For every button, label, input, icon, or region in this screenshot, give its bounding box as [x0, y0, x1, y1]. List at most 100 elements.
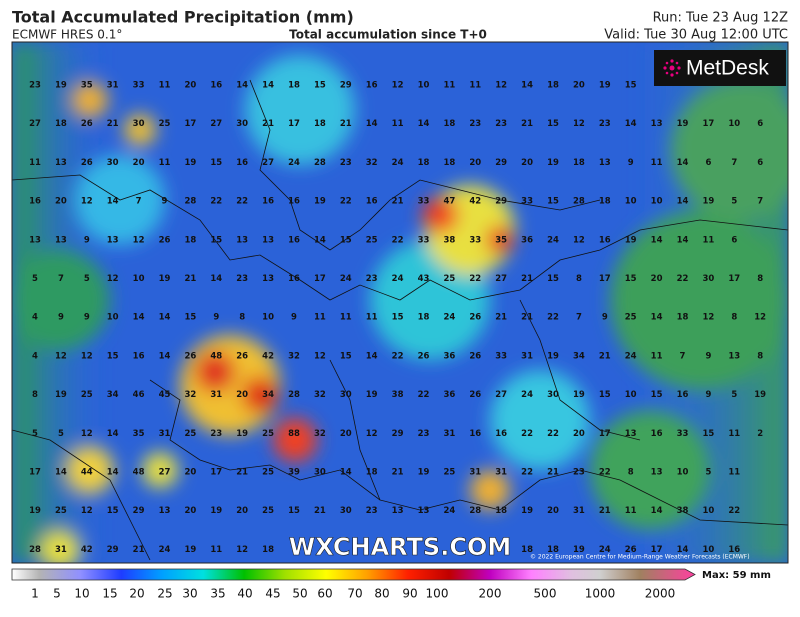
- grid-value: 26: [236, 351, 248, 361]
- grid-value: 11: [625, 506, 637, 516]
- grid-value: 6: [757, 119, 763, 129]
- grid-value: 42: [81, 545, 93, 555]
- grid-value: 48: [133, 468, 145, 478]
- grid-value: 18: [495, 506, 507, 516]
- grid-value: 24: [521, 390, 533, 400]
- grid-value: 11: [443, 81, 455, 91]
- grid-value: 23: [366, 274, 378, 284]
- grid-value: 23: [495, 119, 507, 129]
- grid-value: 12: [573, 119, 585, 129]
- logo: MetDesk: [686, 57, 769, 80]
- grid-value: 11: [651, 351, 663, 361]
- grid-value: 35: [495, 235, 507, 245]
- grid-value: 12: [81, 351, 93, 361]
- grid-value: 32: [314, 390, 326, 400]
- grid-value: 16: [236, 158, 248, 168]
- grid-value: 33: [469, 235, 481, 245]
- grid-value: 22: [392, 235, 404, 245]
- grid-value: 8: [628, 468, 634, 478]
- grid-value: 15: [340, 235, 352, 245]
- grid-value: 22: [340, 197, 352, 207]
- grid-value: 22: [547, 313, 559, 323]
- grid-value: 20: [573, 429, 585, 439]
- grid-value: 14: [107, 468, 119, 478]
- grid-value: 15: [651, 390, 663, 400]
- grid-value: 19: [159, 274, 171, 284]
- grid-value: 12: [81, 429, 93, 439]
- grid-value: 20: [340, 429, 352, 439]
- grid-value: 11: [314, 313, 326, 323]
- grid-value: 10: [133, 274, 145, 284]
- grid-value: 22: [521, 429, 533, 439]
- colorbar-labels: 1 5 10 15 20 25 30 35 40 45 50 60 70 80 90 100 200 500 100…: [31, 587, 675, 601]
- grid-value: 27: [29, 119, 41, 129]
- grid-value: 20: [133, 158, 145, 168]
- grid-value: 13: [418, 506, 430, 516]
- grid-value: 32: [366, 158, 378, 168]
- grid-value: 24: [392, 158, 404, 168]
- grid-value: 7: [680, 351, 686, 361]
- grid-value: 20: [236, 506, 248, 516]
- grid-value: 26: [469, 351, 481, 361]
- grid-value: 23: [366, 506, 378, 516]
- grid-value: 26: [81, 119, 93, 129]
- grid-value: 19: [702, 197, 714, 207]
- grid-value: 14: [677, 158, 689, 168]
- grid-value: 10: [418, 81, 430, 91]
- grid-value: 12: [133, 235, 145, 245]
- grid-value: 27: [159, 468, 171, 478]
- grid-value: 29: [107, 545, 119, 555]
- grid-value: 12: [495, 81, 507, 91]
- grid-value: 15: [210, 158, 222, 168]
- grid-value: 17: [29, 468, 41, 478]
- grid-value: 30: [236, 119, 248, 129]
- grid-value: 17: [599, 274, 611, 284]
- grid-value: 9: [705, 390, 711, 400]
- grid-value: 14: [314, 235, 326, 245]
- grid-value: 21: [392, 468, 404, 478]
- grid-value: 11: [340, 313, 352, 323]
- grid-value: 14: [677, 235, 689, 245]
- grid-value: 15: [314, 81, 326, 91]
- grid-value: 12: [573, 235, 585, 245]
- grid-value: 18: [573, 158, 585, 168]
- grid-value: 6: [731, 235, 737, 245]
- grid-value: 12: [236, 545, 248, 555]
- grid-value: 13: [262, 235, 274, 245]
- grid-value: 19: [547, 158, 559, 168]
- grid-value: 9: [291, 313, 297, 323]
- grid-value: 19: [754, 390, 766, 400]
- grid-value: 15: [107, 506, 119, 516]
- colorbar-label: 30: [182, 587, 197, 601]
- grid-value: 36: [443, 351, 455, 361]
- colorbar-label: 40: [237, 587, 252, 601]
- grid-value: 13: [599, 158, 611, 168]
- grid-value: 8: [32, 390, 38, 400]
- grid-value: 23: [418, 429, 430, 439]
- grid-value: 24: [443, 506, 455, 516]
- grid-value: 6: [757, 158, 763, 168]
- grid-value: 20: [521, 158, 533, 168]
- grid-value: 23: [236, 274, 248, 284]
- grid-value: 24: [159, 545, 171, 555]
- watermark: WXCHARTS.COM: [289, 533, 511, 561]
- grid-value: 19: [210, 506, 222, 516]
- grid-value: 19: [599, 81, 611, 91]
- grid-value: 15: [547, 119, 559, 129]
- grid-value: 16: [599, 235, 611, 245]
- colorbar-label: 70: [347, 587, 362, 601]
- logo-box: [654, 50, 786, 86]
- grid-value: 13: [651, 119, 663, 129]
- grid-value: 28: [288, 390, 300, 400]
- grid-value: 38: [443, 235, 455, 245]
- grid-value: 23: [29, 81, 41, 91]
- grid-value: 29: [392, 429, 404, 439]
- grid-value: 19: [573, 390, 585, 400]
- grid-value: 23: [469, 119, 481, 129]
- grid-value: 14: [651, 506, 663, 516]
- borders: [12, 79, 788, 561]
- grid-value: 11: [366, 313, 378, 323]
- grid-value: 23: [599, 119, 611, 129]
- grid-value: 21: [107, 119, 119, 129]
